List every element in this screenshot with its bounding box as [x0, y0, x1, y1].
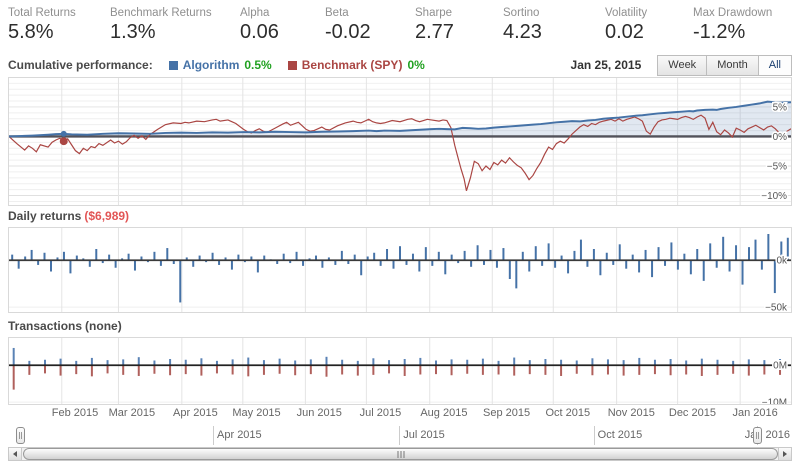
x-axis-month-label: Aug 2015: [420, 407, 468, 419]
transactions-value: (none): [85, 319, 122, 333]
stat-label: Volatility: [605, 7, 648, 19]
navigator-tick: [213, 426, 215, 445]
range-button-all[interactable]: All: [757, 54, 792, 76]
daily-returns-svg[interactable]: 0k −50k: [9, 228, 791, 312]
x-axis-month-label: Jul 2015: [359, 407, 402, 419]
range-navigator[interactable]: Apr 2015 Jul 2015 Oct 2015 Jan 2016: [0, 426, 800, 446]
cumulative-title: Cumulative performance:: [8, 58, 153, 72]
scrollbar-thumb[interactable]: [23, 448, 778, 460]
navigator-label: Jul 2015: [403, 429, 445, 441]
daily-returns-value: ($6,989): [84, 209, 130, 223]
stat-value: -1.2%: [693, 21, 746, 43]
svg-text:−5%: −5%: [767, 162, 787, 173]
navigator-handle-left[interactable]: [16, 427, 25, 444]
stat-label: Total Returns: [8, 7, 76, 19]
daily-returns-chart[interactable]: 0k −50k: [8, 227, 792, 313]
stat-value: -0.02: [325, 21, 371, 43]
transactions-title: Transactions: [8, 319, 83, 333]
cumulative-performance-chart[interactable]: 5% 0% −5% −10%: [8, 77, 792, 206]
legend-value: 0%: [407, 58, 425, 72]
algorithm-legend-swatch-icon: [168, 60, 178, 70]
stats-row: Total Returns 5.8% Benchmark Returns 1.3…: [8, 6, 800, 45]
hover-marker: [60, 130, 67, 137]
x-axis-month-label: Mar 2015: [108, 407, 156, 419]
svg-text:−10M: −10M: [762, 398, 787, 404]
stat-beta: Beta -0.02: [325, 6, 415, 45]
svg-text:−10%: −10%: [761, 191, 787, 202]
stat-alpha: Alpha 0.06: [240, 6, 325, 45]
legend-item-algorithm[interactable]: Algorithm 0.5%: [168, 58, 272, 72]
navigator-handle-right[interactable]: [753, 427, 762, 444]
scrollbar-grip-icon: [397, 451, 404, 458]
cumulative-chart-svg[interactable]: 5% 0% −5% −10%: [9, 78, 791, 205]
transactions-chart[interactable]: 0M −10M: [8, 337, 792, 405]
range-button-group: Week Month All: [657, 54, 792, 76]
x-axis-month-label: Oct 2015: [545, 407, 591, 419]
x-axis-month-label: Jun 2015: [296, 407, 342, 419]
range-button-month[interactable]: Month: [706, 54, 759, 76]
stat-value: 2.77: [415, 21, 454, 43]
stat-value: 1.3%: [110, 21, 156, 43]
cumulative-header: Cumulative performance: Algorithm 0.5% B…: [8, 53, 792, 77]
stat-value: 4.23: [503, 21, 542, 43]
transactions-label: Transactions (none): [8, 319, 122, 333]
svg-text:−50k: −50k: [765, 303, 787, 312]
stat-value: 5.8%: [8, 21, 54, 43]
x-axis-month-label: Feb 2015: [51, 407, 99, 419]
legend-name: Benchmark (SPY): [301, 58, 403, 72]
horizontal-scrollbar[interactable]: [8, 447, 792, 461]
stat-label: Benchmark Returns: [110, 7, 212, 19]
daily-returns-title: Daily returns: [8, 209, 82, 223]
scroll-left-arrow-icon[interactable]: [9, 448, 22, 460]
x-axis-month-label: Sep 2015: [483, 407, 531, 419]
stat-value: 0.06: [240, 21, 279, 43]
x-axis-month-label: Nov 2015: [607, 407, 655, 419]
scroll-right-arrow-icon[interactable]: [778, 448, 791, 460]
daily-returns-label: Daily returns ($6,989): [8, 209, 129, 223]
stat-volatility: Volatility 0.02: [605, 6, 693, 45]
x-axis-month-label: Dec 2015: [668, 407, 716, 419]
stat-label: Sharpe: [415, 7, 453, 19]
legend-item-benchmark[interactable]: Benchmark (SPY) 0%: [287, 58, 425, 72]
stat-max-drawdown: Max Drawdown -1.2%: [693, 6, 772, 45]
stat-benchmark-returns: Benchmark Returns 1.3%: [110, 6, 240, 45]
stat-total-returns: Total Returns 5.8%: [8, 6, 110, 45]
x-axis-month-label: Apr 2015: [173, 407, 218, 419]
hover-marker: [59, 137, 68, 146]
algorithm-line: [9, 100, 791, 138]
stat-label: Alpha: [240, 7, 270, 19]
navigator-label: Oct 2015: [597, 429, 643, 441]
svg-text:5%: 5%: [773, 102, 788, 113]
stat-label: Beta: [325, 7, 349, 19]
legend-name: Algorithm: [182, 58, 240, 72]
navigator-label: Apr 2015: [217, 429, 262, 441]
svg-text:0M: 0M: [773, 361, 787, 372]
svg-text:0k: 0k: [776, 256, 787, 267]
stat-label: Max Drawdown: [693, 7, 773, 19]
benchmark-line: [9, 114, 791, 191]
x-axis-month-label: Jan 2016: [732, 407, 778, 419]
hover-date: Jan 25, 2015: [570, 58, 642, 72]
svg-text:0%: 0%: [773, 132, 788, 143]
x-axis-labels: Feb 2015 Mar 2015 Apr 2015 May 2015 Jun 2015…: [0, 406, 800, 422]
x-axis-month-label: May 2015: [232, 407, 281, 419]
legend-value: 0.5%: [244, 58, 272, 72]
navigator-tick: [399, 426, 401, 445]
transactions-svg[interactable]: 0M −10M: [9, 338, 791, 404]
range-button-week[interactable]: Week: [657, 54, 708, 76]
stat-label: Sortino: [503, 7, 540, 19]
algorithm-area: [9, 101, 791, 137]
navigator-tick: [593, 426, 595, 445]
benchmark-legend-swatch-icon: [287, 60, 297, 70]
navigator-label: Jan 2016: [744, 429, 790, 441]
stat-sortino: Sortino 4.23: [503, 6, 605, 45]
stat-sharpe: Sharpe 2.77: [415, 6, 503, 45]
stat-value: 0.02: [605, 21, 644, 43]
